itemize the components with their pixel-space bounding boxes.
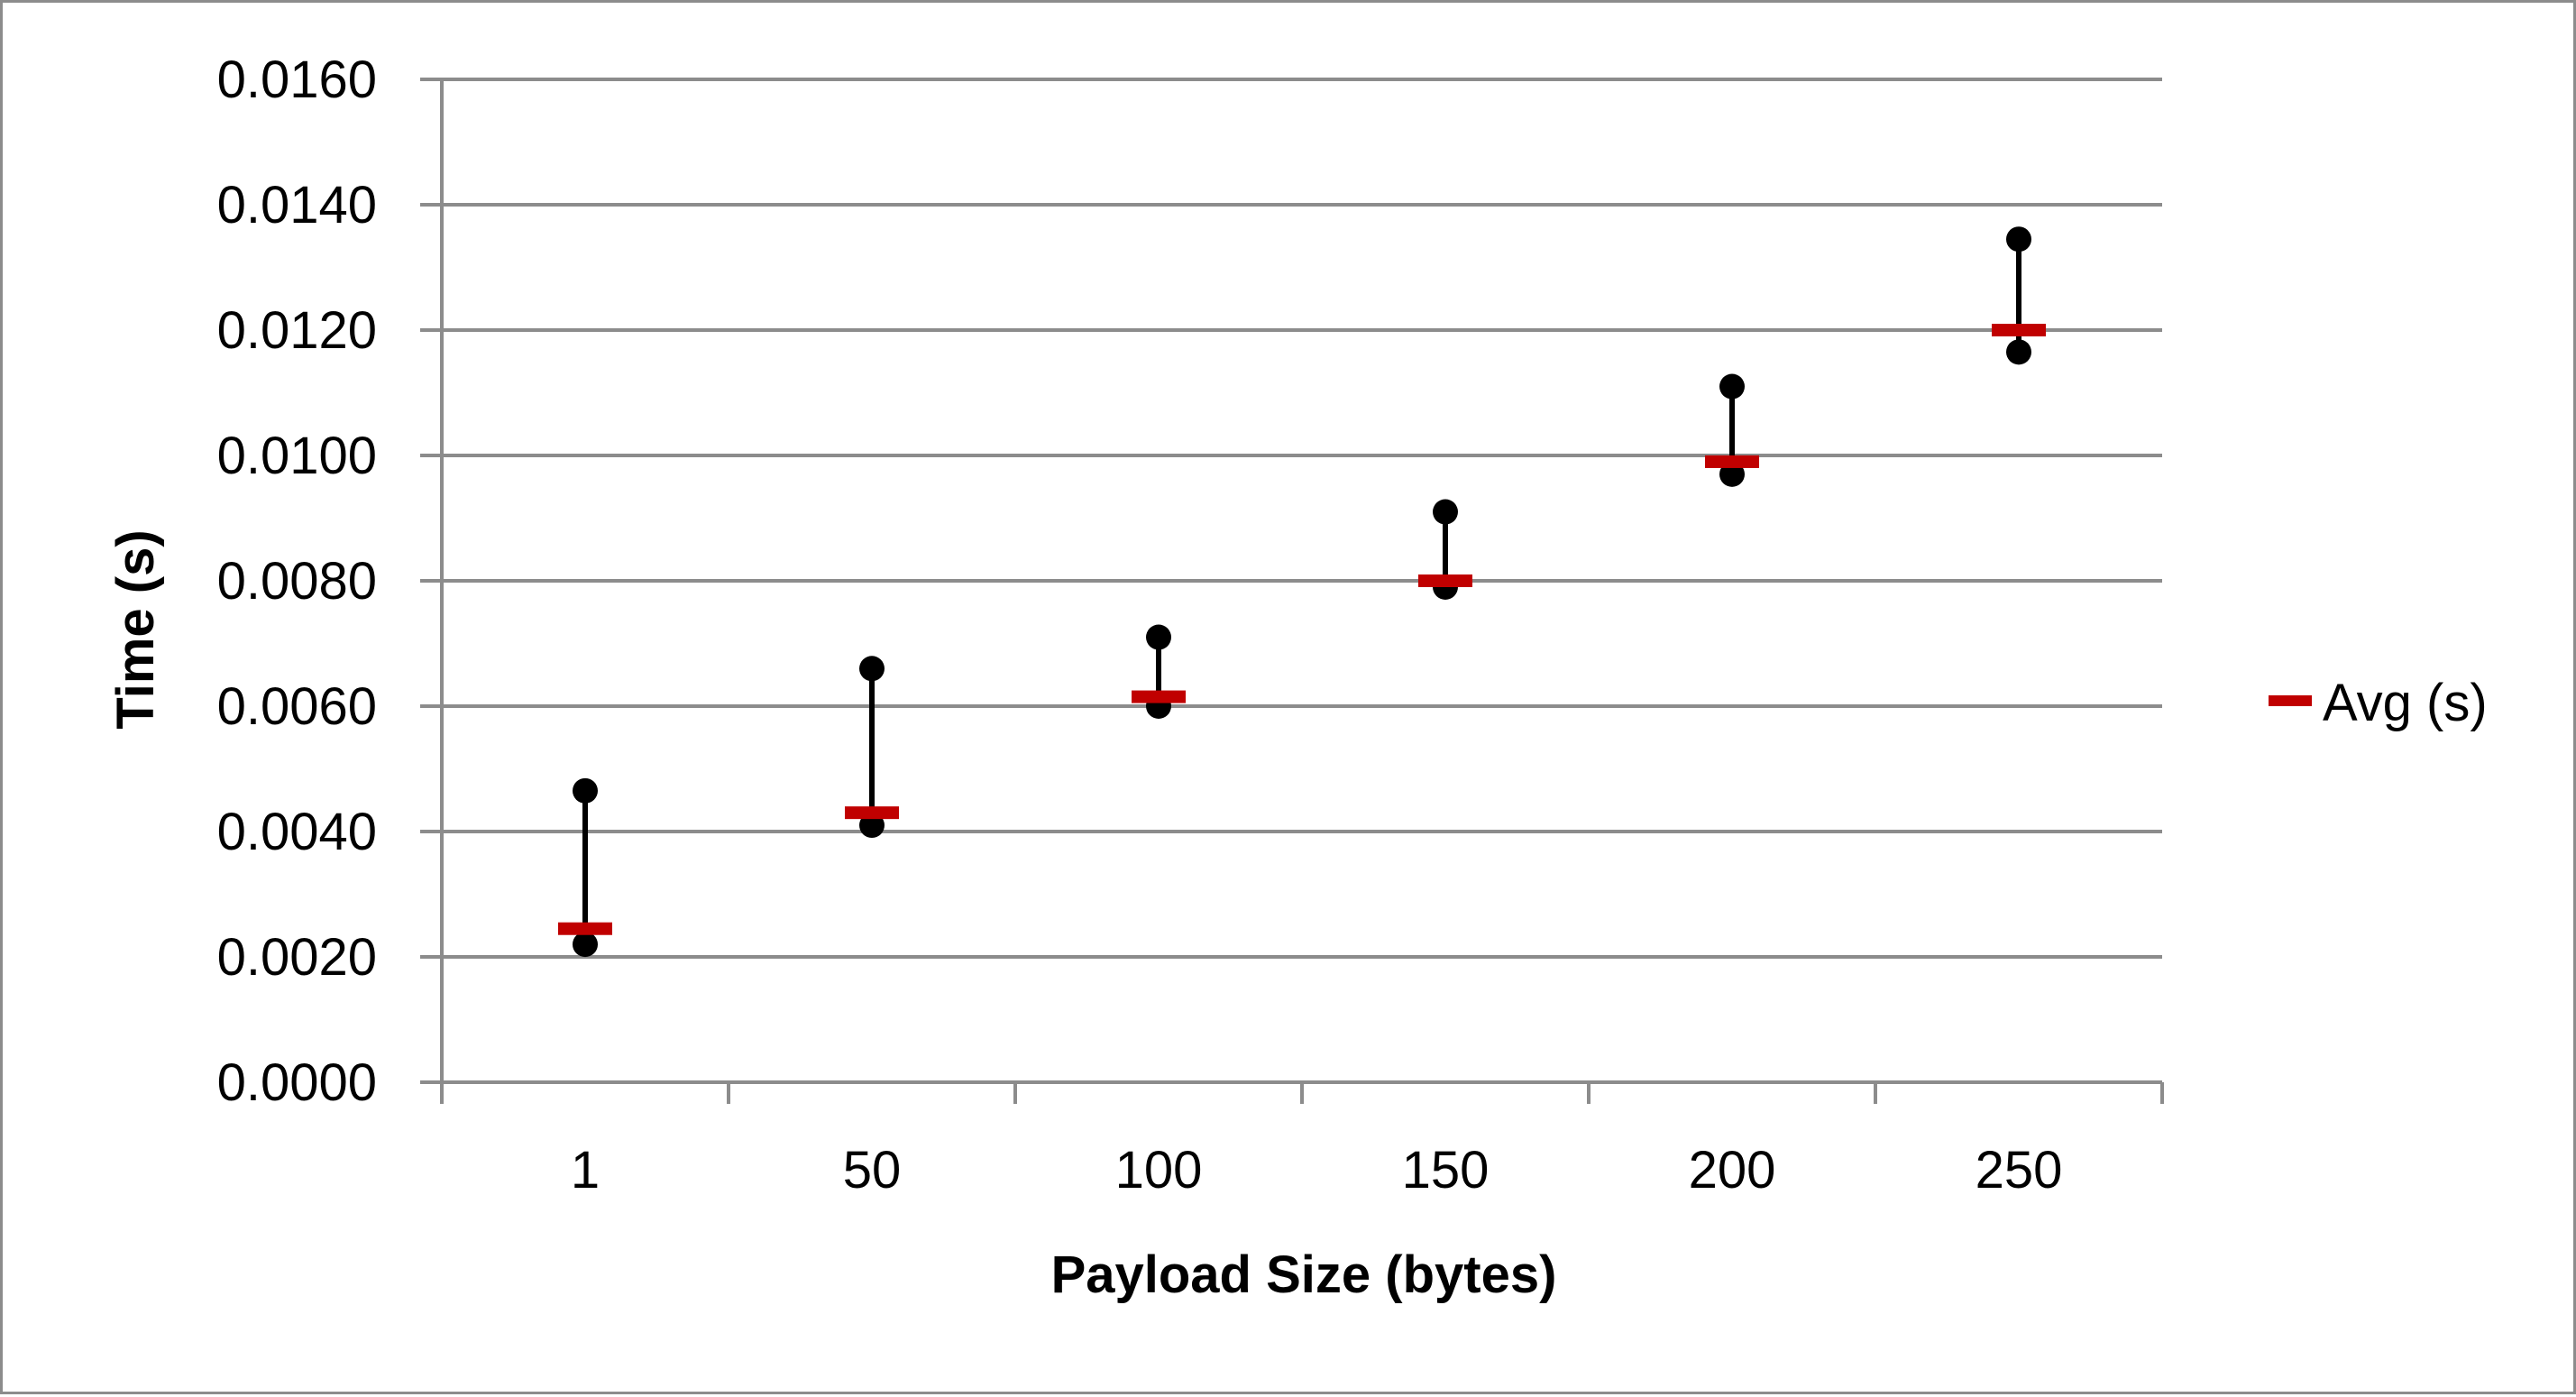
max-point bbox=[1433, 499, 1458, 525]
y-tick-label: 0.0160 bbox=[217, 51, 377, 109]
y-tick-label: 0.0080 bbox=[217, 552, 377, 611]
x-tick-label: 150 bbox=[1402, 1141, 1490, 1199]
y-tick-label: 0.0140 bbox=[217, 176, 377, 234]
y-tick-label: 0.0120 bbox=[217, 301, 377, 360]
y-tick-labels: 0.0000 0.0020 0.0040 0.0060 0.0080 0.0100 0.01… bbox=[217, 51, 377, 1112]
payload-time-chart: 0.0000 0.0020 0.0040 0.0060 0.0080 0.0100 0.01… bbox=[106, 51, 2488, 1304]
gridlines bbox=[442, 78, 2162, 959]
y-tick-label: 0.0000 bbox=[217, 1053, 377, 1112]
y-tick-label: 0.0040 bbox=[217, 803, 377, 861]
legend: Avg (s) bbox=[2269, 674, 2488, 732]
max-point bbox=[859, 656, 885, 682]
max-point bbox=[2006, 226, 2031, 253]
legend-label-avg: Avg (s) bbox=[2323, 674, 2488, 732]
min-point bbox=[2006, 339, 2031, 365]
x-axis-title: Payload Size (bytes) bbox=[1051, 1245, 1557, 1304]
y-axis-title: Time (s) bbox=[106, 529, 165, 729]
avg-marker bbox=[558, 922, 612, 935]
y-tick-label: 0.0100 bbox=[217, 427, 377, 485]
avg-marker bbox=[845, 806, 899, 820]
max-point bbox=[573, 777, 598, 804]
min-point bbox=[573, 932, 598, 958]
x-tick-labels: 1 50 100 150 200 250 bbox=[571, 1141, 2063, 1199]
avg-markers bbox=[558, 324, 2046, 935]
legend-swatch-avg bbox=[2269, 695, 2312, 706]
x-tick-label: 200 bbox=[1689, 1141, 1776, 1199]
max-point bbox=[1719, 373, 1745, 400]
x-tick-label: 250 bbox=[1976, 1141, 2063, 1199]
y-tick-label: 0.0060 bbox=[217, 677, 377, 736]
y-tick-label: 0.0020 bbox=[217, 928, 377, 987]
axes bbox=[420, 78, 2164, 1104]
x-tick-label: 1 bbox=[571, 1141, 600, 1199]
avg-marker bbox=[1705, 455, 1759, 468]
x-tick-label: 100 bbox=[1115, 1141, 1203, 1199]
avg-marker bbox=[1992, 324, 2046, 336]
x-tick-label: 50 bbox=[843, 1141, 902, 1199]
avg-marker bbox=[1418, 574, 1472, 587]
range-lines bbox=[582, 239, 2021, 945]
max-point bbox=[1146, 624, 1171, 650]
max-points bbox=[573, 226, 2031, 804]
min-points bbox=[573, 339, 2031, 958]
avg-marker bbox=[1132, 690, 1186, 703]
